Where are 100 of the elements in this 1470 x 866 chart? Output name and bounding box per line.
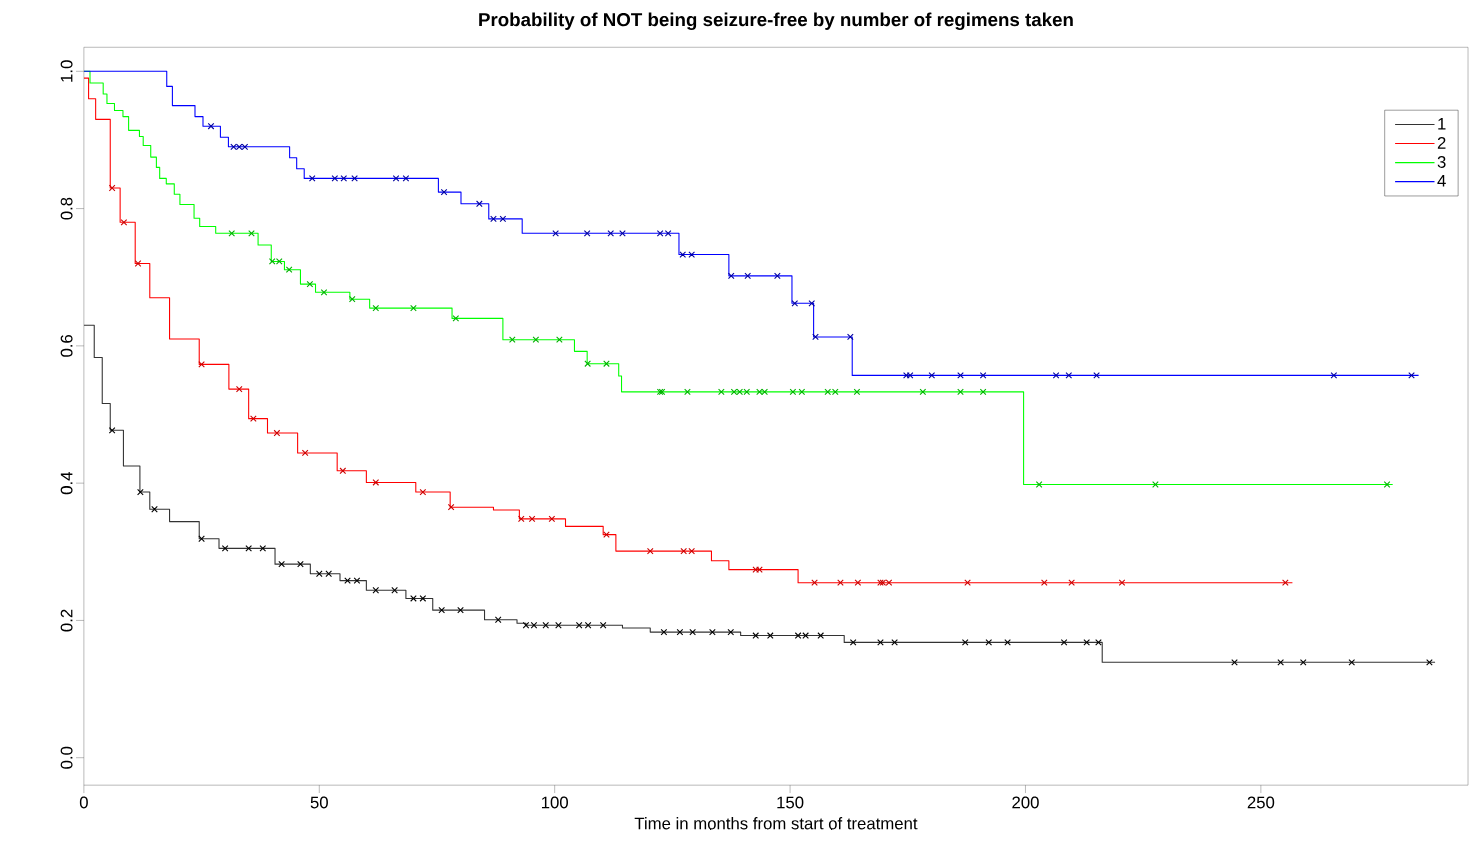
point	[331, 175, 339, 182]
point	[766, 632, 774, 639]
point	[752, 566, 760, 573]
point	[278, 560, 285, 568]
y-tick-label: 0.0	[60, 746, 73, 769]
point	[789, 388, 797, 396]
x-tick-label: 150	[777, 796, 804, 809]
point	[1348, 658, 1356, 666]
y-tick-label: 1.0	[60, 60, 73, 82]
point	[410, 304, 417, 312]
point	[798, 388, 806, 396]
point	[108, 426, 116, 434]
x-tick-label: 100	[541, 796, 568, 809]
point	[315, 570, 323, 578]
x-axis-title: Time in months from start of treatment	[634, 817, 918, 830]
point	[603, 360, 610, 368]
point	[584, 621, 592, 629]
point	[979, 388, 987, 396]
point	[151, 505, 158, 513]
point	[684, 388, 691, 396]
y-tick-label: 0.2	[60, 609, 73, 632]
point	[957, 372, 964, 379]
point	[372, 586, 380, 594]
point	[297, 560, 304, 568]
y-tick-label: 0.4	[60, 472, 73, 495]
point	[957, 388, 964, 396]
point	[542, 621, 550, 629]
point	[756, 566, 763, 573]
point	[372, 304, 380, 312]
point	[391, 586, 398, 594]
legend-label: 4	[1437, 175, 1446, 187]
point	[709, 628, 716, 636]
chart-title: Probability of NOT being seizure-free by number of regimens taken	[479, 12, 1073, 31]
point	[137, 488, 144, 496]
point	[198, 535, 205, 543]
y-tick-label: 0.6	[60, 334, 73, 357]
point	[853, 388, 861, 396]
point	[457, 606, 464, 614]
point	[727, 272, 735, 280]
point	[353, 577, 361, 584]
point	[849, 639, 857, 646]
point	[517, 515, 525, 523]
point	[1408, 372, 1415, 379]
point	[440, 188, 448, 196]
point	[344, 577, 351, 584]
point	[419, 595, 427, 602]
point	[348, 295, 356, 303]
point	[1060, 639, 1068, 646]
point	[583, 229, 591, 237]
point	[340, 175, 348, 182]
point	[452, 315, 460, 322]
point	[320, 289, 328, 296]
point	[817, 632, 825, 639]
point	[301, 449, 309, 457]
point	[476, 200, 483, 208]
point	[752, 632, 760, 639]
point	[285, 266, 293, 274]
point	[438, 606, 446, 614]
point	[273, 429, 281, 437]
point	[1330, 372, 1338, 379]
point	[837, 579, 844, 587]
point	[964, 579, 971, 587]
point	[689, 628, 696, 636]
point	[1383, 481, 1391, 488]
x-tick-label: 250	[1247, 796, 1275, 809]
point	[791, 300, 799, 307]
point	[961, 639, 969, 646]
point	[306, 280, 314, 288]
point	[979, 372, 987, 379]
legend-label: 3	[1437, 156, 1446, 168]
point	[688, 251, 696, 258]
point	[490, 215, 497, 223]
y-tick-label: 0.8	[60, 197, 73, 220]
point	[1426, 658, 1433, 666]
point	[402, 175, 410, 182]
point	[575, 621, 583, 629]
point	[339, 467, 347, 475]
point	[811, 579, 818, 587]
point	[207, 122, 215, 130]
point	[120, 219, 128, 226]
point	[134, 260, 142, 267]
legend-label: 1	[1438, 118, 1446, 130]
point	[1231, 658, 1238, 666]
point	[548, 515, 556, 523]
point	[528, 515, 536, 523]
point	[812, 333, 819, 341]
point	[325, 570, 333, 578]
point	[499, 215, 507, 223]
x-tick-label: 50	[310, 796, 328, 809]
point	[235, 385, 243, 393]
point	[1118, 579, 1126, 587]
point	[919, 388, 927, 396]
x-tick-label: 200	[1012, 796, 1039, 809]
point	[308, 175, 316, 182]
legend-label: 2	[1437, 136, 1446, 149]
point	[1065, 372, 1073, 379]
point	[555, 621, 562, 629]
point	[679, 251, 687, 258]
point	[774, 272, 781, 280]
point	[419, 488, 427, 496]
